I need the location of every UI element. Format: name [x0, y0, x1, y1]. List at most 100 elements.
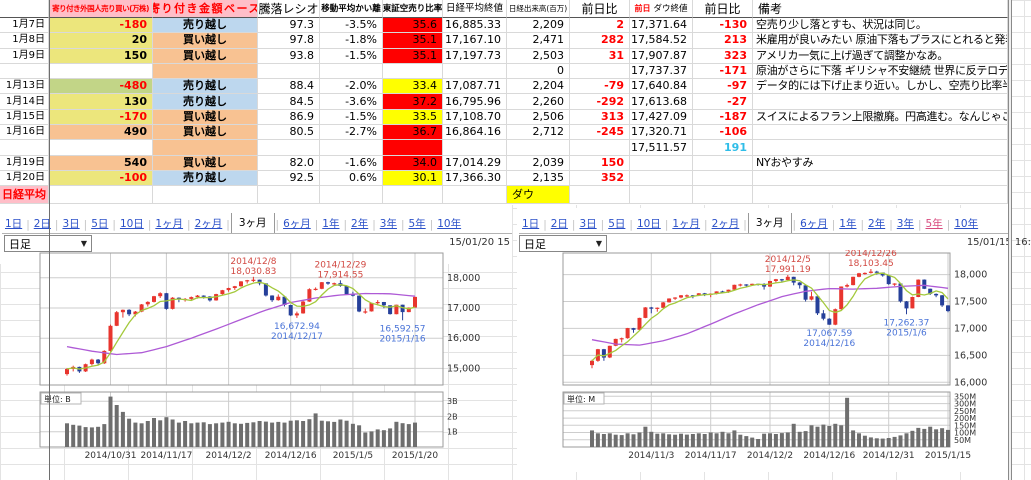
- candle-up: [413, 296, 417, 308]
- table-cell: -180: [49, 18, 153, 34]
- volume-bar: [768, 433, 772, 448]
- table-cell: 17,108.70: [443, 109, 507, 126]
- dow-tab-1m[interactable]: 1ヶ月: [672, 218, 701, 230]
- nikkei-tab-2d[interactable]: 2日: [33, 218, 51, 230]
- table-cell: 売り越し: [153, 94, 258, 110]
- candle-up: [394, 304, 399, 315]
- volume-bar: [821, 424, 826, 447]
- volume-bar: [708, 432, 713, 447]
- table-cell: -187: [693, 109, 753, 126]
- table-cell: 米雇用が良いみたい 原油下落もプラスにとれると発表有: [753, 33, 1008, 49]
- table-cell: 2,471: [507, 33, 570, 49]
- candle-down: [886, 275, 891, 285]
- table-cell: 売り越し: [153, 79, 258, 95]
- nikkei-tab-1y[interactable]: 1年: [322, 218, 340, 230]
- table-cell: 33.4: [383, 79, 443, 95]
- table-cell: 130: [49, 94, 153, 110]
- moving-average-short: [591, 272, 949, 362]
- volume-axis-label: 50M: [954, 436, 971, 445]
- nikkei-tab-1d[interactable]: 1日: [5, 218, 23, 230]
- nikkei-tab-5y[interactable]: 5年: [408, 218, 426, 230]
- trough-annotation: 2015/1/6: [886, 328, 927, 338]
- volume-bar: [363, 432, 368, 447]
- volume-axis-label: 1B: [447, 428, 458, 437]
- table-cell: [49, 63, 153, 80]
- table-cell: [630, 170, 693, 187]
- nikkei-tab-3d[interactable]: 3日: [62, 218, 80, 230]
- table-cell: -170: [49, 109, 153, 126]
- candle-up: [152, 296, 156, 302]
- table-cell: [443, 186, 507, 205]
- header-cell: 騰落レシオ: [258, 0, 320, 18]
- table-cell: 17,613.68: [630, 94, 693, 110]
- table-cell: [753, 125, 1008, 141]
- candle-up: [158, 293, 163, 297]
- volume-bar: [189, 423, 194, 447]
- dow-tab-1d[interactable]: 1日: [522, 218, 540, 230]
- nikkei-tab-6m[interactable]: 6ヶ月: [283, 218, 311, 230]
- dow-period-tabs: 1日 | 2日 | 3日 | 5日 | 10日 | 1ヶ月 | 2ヶ月 | 3ヶ月 | 6ヶ月 | 1年 | 2年 | 3年…: [519, 213, 1008, 234]
- nikkei-interval-dropdown[interactable]: 日足 ▼: [4, 235, 92, 252]
- volume-bar: [307, 419, 312, 447]
- nikkei-tab-1m[interactable]: 1ヶ月: [155, 218, 184, 230]
- dow-tab-6m[interactable]: 6ヶ月: [800, 218, 828, 230]
- candle-up: [679, 295, 683, 298]
- candle-down: [940, 295, 945, 306]
- volume-bar: [702, 434, 707, 447]
- dow-tab-10d[interactable]: 10日: [636, 218, 661, 230]
- table-cell: [753, 140, 1008, 156]
- table-cell: 150: [570, 155, 630, 171]
- table-cell: 80.5: [258, 125, 320, 141]
- volume-bar: [133, 422, 138, 447]
- table-cell: 17,907.87: [630, 48, 693, 64]
- dow-tab-3d[interactable]: 3日: [579, 218, 597, 230]
- table-cell: [49, 140, 153, 156]
- volume-bar: [625, 433, 630, 448]
- table-cell: 323: [693, 48, 753, 64]
- table-cell: 1月16日: [0, 125, 49, 141]
- volume-bar: [388, 428, 393, 447]
- volume-bar: [934, 429, 939, 447]
- nikkei-tab-10y[interactable]: 10年: [437, 218, 462, 230]
- freeze-pane-divider: [49, 0, 50, 480]
- candle-up: [170, 297, 175, 309]
- candle-down: [631, 328, 636, 330]
- price-axis-label: 15,000: [447, 363, 480, 374]
- candle-down: [779, 279, 784, 281]
- nikkei-tab-2y[interactable]: 2年: [351, 218, 369, 230]
- tab-separator: |: [400, 219, 405, 231]
- dow-tab-2d[interactable]: 2日: [550, 218, 568, 230]
- dow-interval-dropdown[interactable]: 日足 ▼: [519, 235, 607, 252]
- candle-up: [773, 279, 778, 281]
- header-cell: 寄り付き金額ベース: [153, 0, 258, 18]
- candle-up: [139, 304, 144, 312]
- table-cell: [443, 63, 507, 80]
- volume-bar: [239, 423, 243, 447]
- dow-tab-3y[interactable]: 3年: [896, 218, 914, 230]
- dow-tab-1y[interactable]: 1年: [839, 218, 857, 230]
- dow-tab-5d[interactable]: 5日: [608, 218, 626, 230]
- dow-tab-5y[interactable]: 5年: [925, 218, 943, 230]
- dow-tab-3m[interactable]: 3ヶ月: [747, 213, 792, 233]
- nikkei-tab-10d[interactable]: 10日: [119, 218, 144, 230]
- table-cell: データ的には下げ止まり近い。しかし、空売り比率半端ねー: [753, 79, 1008, 95]
- table-cell: 0: [507, 63, 570, 80]
- price-axis-label: 17,500: [954, 297, 987, 308]
- nikkei-tab-3m[interactable]: 3ヶ月: [230, 213, 275, 233]
- dow-tab-2m[interactable]: 2ヶ月: [711, 218, 740, 230]
- date-axis-label: 2014/11/3: [628, 451, 674, 461]
- nikkei-tab-5d[interactable]: 5日: [91, 218, 109, 230]
- nikkei-tab-3y[interactable]: 3年: [379, 218, 397, 230]
- volume-axis-label: 200M: [954, 414, 976, 423]
- dow-tab-10y[interactable]: 10年: [954, 218, 979, 230]
- dow-tab-2y[interactable]: 2年: [868, 218, 886, 230]
- table-cell: 売り越し: [153, 18, 258, 34]
- volume-bar: [762, 433, 767, 447]
- table-cell: [320, 140, 383, 156]
- peak-annotation: 2014/12/26: [845, 250, 897, 259]
- table-cell: -2.0%: [320, 79, 383, 95]
- volume-bar: [102, 424, 107, 447]
- nikkei-tab-2m[interactable]: 2ヶ月: [194, 218, 223, 230]
- candle-up: [369, 302, 374, 312]
- volume-bar: [607, 433, 612, 448]
